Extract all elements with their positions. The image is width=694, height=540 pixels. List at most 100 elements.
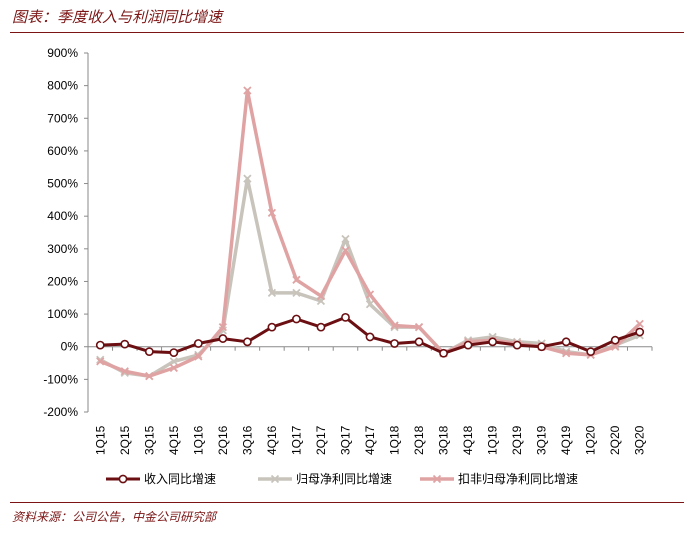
x-tick-label: 4Q15: [167, 425, 181, 455]
data-point: [120, 367, 129, 376]
figure-title: 图表：季度收入与利润同比增速: [12, 8, 223, 26]
y-tick-label: 800%: [47, 79, 78, 93]
legend-marker: [270, 474, 280, 484]
x-tick-label: 3Q15: [142, 425, 156, 455]
y-tick-label: 900%: [47, 46, 78, 60]
y-tick-label: 300%: [47, 242, 78, 256]
x-tick-label: 1Q15: [93, 425, 107, 455]
x-tick-label: 3Q19: [535, 425, 549, 455]
x-tick-label: 2Q18: [412, 425, 426, 455]
x-tick-label: 1Q17: [289, 425, 303, 455]
data-point: [488, 337, 498, 347]
x-tick-label: 3Q17: [338, 425, 352, 455]
data-point: [316, 322, 326, 332]
data-point: [243, 86, 252, 95]
source-note: 资料来源：公司公告，中金公司研究部: [12, 510, 217, 524]
x-tick-label: 4Q16: [265, 425, 279, 455]
series-2: [96, 86, 644, 381]
legend-label: 收入同比增速: [144, 472, 216, 486]
data-point: [96, 357, 105, 366]
legend-marker: [118, 474, 128, 484]
data-point: [611, 342, 620, 351]
data-point: [341, 234, 350, 244]
y-tick-label: 400%: [47, 209, 78, 223]
x-tick-label: 3Q20: [633, 425, 647, 455]
data-point: [635, 327, 645, 337]
y-tick-label: 200%: [47, 274, 78, 288]
y-tick-label: 600%: [47, 144, 78, 158]
chart-legend: 收入同比增速 归母净利同比增速 扣非归母净利同比增速: [106, 472, 578, 486]
data-point: [267, 208, 277, 218]
x-tick-label: 4Q19: [559, 425, 573, 455]
data-point: [414, 323, 424, 332]
data-point: [169, 348, 179, 358]
data-point: [561, 337, 571, 347]
data-point: [439, 348, 448, 358]
data-point: [292, 314, 301, 324]
data-point: [390, 339, 399, 348]
series-1: [96, 174, 644, 381]
y-tick-label: 500%: [47, 177, 78, 191]
y-tick-label: -100%: [43, 372, 78, 386]
x-tick-label: 2Q17: [314, 425, 328, 455]
data-point: [145, 371, 154, 381]
data-point: [341, 312, 350, 322]
x-tick-label: 3Q18: [437, 425, 451, 455]
data-point: [169, 357, 178, 366]
line-chart: 900% 800% 700% 600% 500% 400% 300% 200% 100% 0% -1…: [43, 46, 653, 486]
data-point: [267, 288, 277, 298]
title-divider: [10, 32, 684, 33]
data-point: [586, 347, 596, 357]
data-point: [292, 288, 301, 298]
data-point: [267, 322, 277, 332]
data-point: [120, 339, 130, 349]
data-point: [365, 290, 375, 299]
x-tick-label: 2Q20: [608, 425, 622, 455]
data-point: [316, 292, 326, 301]
x-tick-label: 2Q19: [510, 425, 524, 455]
y-tick-label: 700%: [47, 111, 78, 125]
legend-item-0: 收入同比增速: [106, 472, 216, 486]
data-point: [218, 334, 228, 343]
data-point: [242, 337, 252, 347]
legend-label: 归母净利同比增速: [296, 472, 392, 486]
y-tick-label: 100%: [47, 307, 78, 321]
data-point: [635, 319, 644, 329]
legend-item-1: 归母净利同比增速: [258, 472, 392, 486]
data-point: [218, 323, 228, 332]
x-tick-label: 1Q20: [584, 425, 598, 455]
x-tick-label: 4Q18: [461, 425, 475, 455]
x-tick-label: 1Q18: [388, 425, 402, 455]
data-point: [365, 332, 375, 342]
data-point: [194, 352, 203, 361]
x-tick-label: 1Q19: [486, 425, 500, 455]
data-point: [169, 363, 178, 373]
y-tick-label: 0%: [61, 340, 79, 354]
chart-series: [95, 86, 645, 381]
data-point: [512, 340, 522, 350]
x-tick-label: 3Q16: [240, 425, 254, 455]
data-point: [193, 339, 203, 348]
data-point: [610, 335, 620, 345]
data-point: [341, 246, 350, 255]
data-point: [463, 340, 473, 350]
data-point: [95, 340, 105, 350]
legend-label: 扣非归母净利同比增速: [458, 472, 578, 486]
x-tick-label: 2Q15: [118, 425, 132, 455]
source-divider: [10, 502, 684, 503]
data-point: [414, 337, 424, 347]
legend-marker: [432, 474, 442, 484]
y-tick-label: -200%: [43, 405, 78, 419]
chart-axes: [87, 53, 652, 412]
data-point: [144, 347, 154, 357]
x-tick-label: 4Q17: [363, 425, 377, 455]
data-point: [365, 300, 375, 309]
data-point: [243, 174, 252, 183]
data-point: [537, 342, 547, 352]
data-point: [292, 275, 301, 284]
legend-item-2: 扣非归母净利同比增速: [420, 472, 578, 486]
series-0: [95, 312, 645, 358]
data-point: [562, 349, 571, 358]
y-axis-ticks: 900% 800% 700% 600% 500% 400% 300% 200% 100% 0% -1…: [43, 46, 88, 419]
data-point: [390, 321, 399, 330]
